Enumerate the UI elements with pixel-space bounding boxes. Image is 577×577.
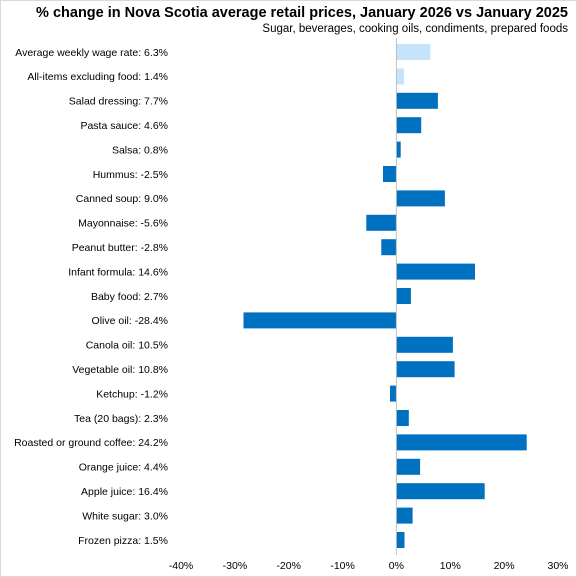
x-tick-label-1: -30% [223,560,248,572]
bar-10 [396,288,411,304]
category-label-9: Infant formula: 14.6% [68,266,168,278]
category-label-19: White sugar: 3.0% [82,510,168,522]
category-label-3: Pasta sauce: 4.6% [80,120,168,132]
category-label-17: Orange juice: 4.4% [79,462,168,474]
category-label-18: Apple juice: 16.4% [81,486,168,498]
category-label-12: Canola oil: 10.5% [86,340,168,352]
x-tick-label-0: -40% [169,560,194,572]
bar-19 [396,507,413,524]
bar-18 [396,483,485,500]
bar-14 [390,385,397,402]
bar-16 [396,434,527,451]
category-label-16: Roasted or ground coffee: 24.2% [14,437,168,449]
x-tick-label-6: 20% [494,560,515,572]
x-tick-label-5: 10% [440,560,461,572]
bar-5 [383,166,397,182]
bar-7 [366,214,397,231]
bar-4 [396,141,401,158]
category-label-0: Average weekly wage rate: 6.3% [15,47,168,59]
bar-11 [243,312,397,329]
bar-17 [396,458,421,475]
category-label-2: Salad dressing: 7.7% [69,96,168,108]
bar-9 [396,263,475,280]
bar-2 [396,92,438,109]
x-tick-label-7: 30% [547,560,568,572]
category-label-20: Frozen pizza: 1.5% [78,535,168,547]
category-label-15: Tea (20 bags): 2.3% [74,413,168,425]
x-tick-label-4: 0% [389,560,404,572]
bar-15 [396,410,409,426]
x-axis-ticks-group: -40% -30% -20% -10% 0% 10% 20% 30% [169,560,569,572]
bar-12 [396,336,453,353]
category-label-5: Hummus: -2.5% [93,169,168,181]
category-label-13: Vegetable oil: 10.8% [72,364,168,376]
category-label-10: Baby food: 2.7% [91,291,168,303]
x-tick-label-2: -20% [276,560,301,572]
bar-6 [396,190,445,207]
category-label-14: Ketchup: -1.2% [96,388,168,400]
category-label-7: Mayonnaise: -5.6% [78,218,168,230]
chart-title: % change in Nova Scotia average retail p… [36,5,568,21]
x-tick-label-3: -10% [330,560,355,572]
bars-group [243,44,527,548]
bar-20 [396,532,405,548]
bar-3 [396,117,422,134]
bar-13 [396,361,455,378]
category-label-8: Peanut butter: -2.8% [72,242,168,254]
category-labels-group: Average weekly wage rate: 6.3% All-items … [14,47,168,547]
category-label-11: Olive oil: -28.4% [92,315,168,327]
category-label-4: Salsa: 0.8% [112,144,168,156]
bar-8 [381,239,397,256]
bar-0 [396,44,431,60]
category-label-6: Canned soup: 9.0% [76,193,168,205]
chart-subtitle: Sugar, beverages, cooking oils, condimen… [262,23,568,35]
bar-1 [396,68,404,85]
category-label-1: All-items excluding food: 1.4% [27,71,168,83]
